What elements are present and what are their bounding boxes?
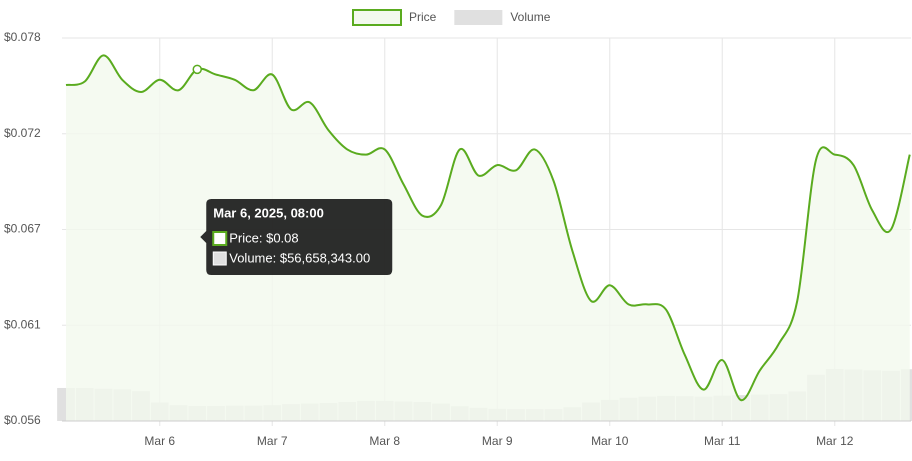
- price-line: [65, 54, 911, 402]
- y-tick-label: $0.078: [4, 30, 41, 44]
- y-tick-label: $0.072: [4, 126, 41, 140]
- x-tick-label: Mar 8: [369, 434, 400, 448]
- y-tick-label: $0.056: [4, 413, 41, 427]
- tooltip-swatch: [212, 231, 228, 246]
- tooltip: Mar 6, 2025, 08:00 Price: $0.08 Volume: $5…: [200, 199, 393, 275]
- x-tick-label: Mar 7: [257, 434, 288, 448]
- x-tick-label: Mar 9: [482, 434, 513, 448]
- legend-label[interactable]: Volume: [510, 10, 550, 24]
- legend-swatch: [352, 9, 402, 26]
- x-tick-label: Mar 11: [704, 434, 741, 448]
- y-tick-label: $0.061: [4, 317, 41, 331]
- x-tick-label: Mar 6: [144, 434, 175, 448]
- x-tick-label: Mar 10: [591, 434, 629, 448]
- price-area: [66, 55, 910, 421]
- tooltip-price: Price: $0.08: [229, 230, 298, 245]
- x-tick-label: Mar 12: [816, 434, 854, 448]
- tooltip-swatch: [212, 251, 227, 266]
- tooltip-title: Mar 6, 2025, 08:00: [213, 205, 324, 220]
- tooltip-volume: Volume: $56,658,343.00: [229, 250, 370, 265]
- legend-swatch: [454, 10, 503, 25]
- legend-label[interactable]: Price: [409, 10, 437, 24]
- hover-point: [192, 64, 202, 75]
- tooltip-box: [200, 199, 393, 275]
- y-tick-label: $0.067: [4, 222, 41, 236]
